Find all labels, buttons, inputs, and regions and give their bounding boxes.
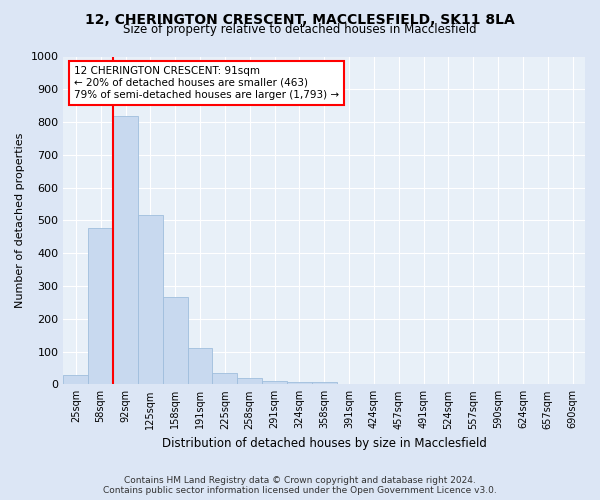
- Text: 12, CHERINGTON CRESCENT, MACCLESFIELD, SK11 8LA: 12, CHERINGTON CRESCENT, MACCLESFIELD, S…: [85, 12, 515, 26]
- Bar: [212, 373, 237, 384]
- Bar: [64, 375, 88, 384]
- X-axis label: Distribution of detached houses by size in Macclesfield: Distribution of detached houses by size …: [162, 437, 487, 450]
- Bar: [163, 298, 188, 384]
- Bar: [88, 228, 113, 384]
- Y-axis label: Number of detached properties: Number of detached properties: [15, 132, 25, 308]
- Bar: [188, 348, 212, 385]
- Bar: [312, 382, 337, 384]
- Text: Contains HM Land Registry data © Crown copyright and database right 2024.
Contai: Contains HM Land Registry data © Crown c…: [103, 476, 497, 495]
- Bar: [138, 216, 163, 384]
- Bar: [262, 381, 287, 384]
- Bar: [287, 382, 312, 384]
- Bar: [237, 378, 262, 384]
- Bar: [113, 116, 138, 384]
- Text: Size of property relative to detached houses in Macclesfield: Size of property relative to detached ho…: [123, 22, 477, 36]
- Text: 12 CHERINGTON CRESCENT: 91sqm
← 20% of detached houses are smaller (463)
79% of : 12 CHERINGTON CRESCENT: 91sqm ← 20% of d…: [74, 66, 339, 100]
